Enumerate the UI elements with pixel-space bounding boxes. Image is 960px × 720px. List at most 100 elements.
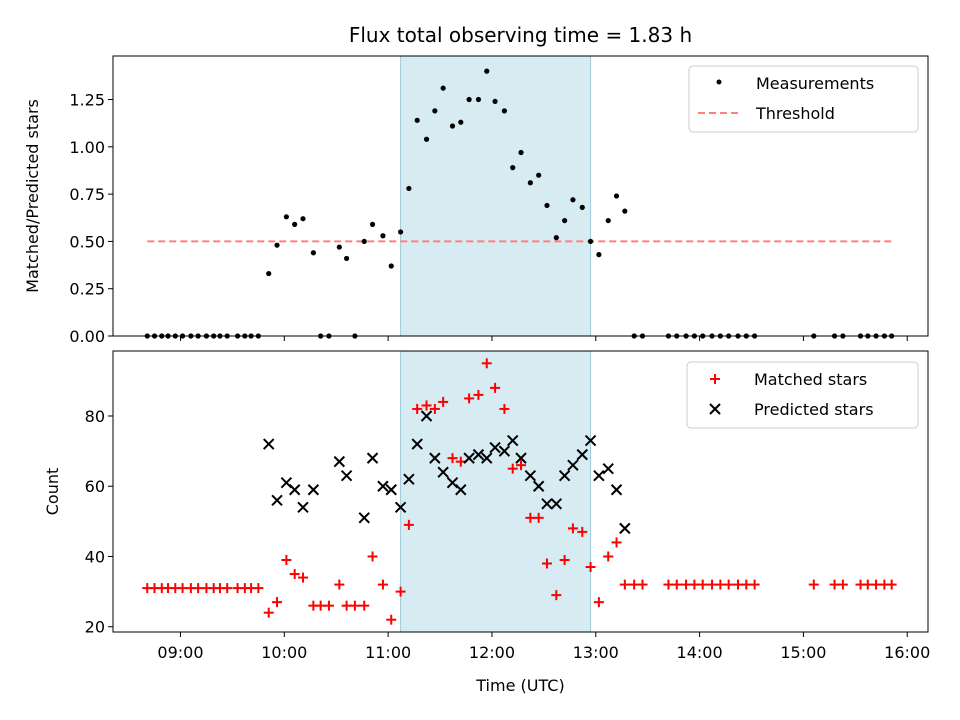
matched-star-point xyxy=(507,463,518,474)
y-tick-label: 0.75 xyxy=(69,185,105,204)
measurement-point xyxy=(292,221,298,227)
measurement-point xyxy=(527,180,533,186)
top-legend: Measurements Threshold xyxy=(688,65,919,133)
measurement-point xyxy=(475,96,482,103)
measurement-point xyxy=(283,214,289,220)
matched-star-point xyxy=(429,403,440,414)
y-tick-label: 80 xyxy=(85,407,105,426)
predicted-star-stroke xyxy=(263,438,275,450)
matched-star-point xyxy=(272,597,283,608)
measurement-point xyxy=(449,123,456,129)
matched-star-point xyxy=(359,600,370,611)
measurement-point xyxy=(553,235,559,241)
measurement-point xyxy=(343,255,350,262)
predicted-star-stroke xyxy=(550,498,563,510)
matched-star-point xyxy=(349,600,360,611)
x-tick-label: 13:00 xyxy=(573,643,619,662)
measurement-point xyxy=(266,270,272,277)
x-axis-label: Time (UTC) xyxy=(475,676,564,695)
predicted-star-stroke xyxy=(288,484,301,496)
predicted-star-stroke xyxy=(420,410,433,422)
matched-star-point xyxy=(808,579,819,590)
matched-star-point xyxy=(551,590,562,601)
matched-star-point xyxy=(455,456,466,467)
predicted-star-point xyxy=(263,438,275,450)
y-tick-label: 1.25 xyxy=(69,91,105,110)
predicted-stars-series xyxy=(263,410,631,535)
predicted-star-point xyxy=(297,501,309,514)
predicted-star-point xyxy=(498,445,511,457)
predicted-star-point xyxy=(481,452,493,464)
matched-stars-series xyxy=(142,358,897,625)
predicted-star-stroke xyxy=(455,484,467,496)
matched-star-point xyxy=(567,523,578,534)
predicted-star-stroke xyxy=(498,445,511,457)
predicted-star-point xyxy=(366,452,379,464)
bottom-plot-frame xyxy=(112,350,929,633)
predicted-star-stroke xyxy=(584,434,597,447)
predicted-star-point xyxy=(558,469,571,482)
measurement-point xyxy=(414,117,420,123)
bottom-y-axis-label: Count xyxy=(43,468,62,516)
predicted-star-stroke xyxy=(385,484,397,496)
matched-star-point xyxy=(723,579,734,590)
top-y-axis-label: Matched/Predicted stars xyxy=(23,99,42,293)
measurement-point xyxy=(369,221,376,227)
measurement-point xyxy=(544,202,550,209)
predicted-star-point xyxy=(610,484,623,496)
y-tick-label: 0.50 xyxy=(69,232,105,251)
matched-star-point xyxy=(334,579,345,590)
top-legend-box xyxy=(688,65,919,133)
top-plot-frame xyxy=(112,55,929,337)
predicted-star-stroke xyxy=(340,469,353,482)
predicted-star-stroke xyxy=(297,501,309,514)
predicted-star-point xyxy=(507,434,519,447)
x-tick-label: 12:00 xyxy=(469,643,515,662)
legend-threshold-label: Threshold xyxy=(755,104,835,123)
predicted-star-point xyxy=(429,452,441,464)
matched-star-point xyxy=(297,572,308,583)
legend-predicted-marker xyxy=(709,403,721,415)
predicted-star-point xyxy=(420,410,433,422)
predicted-star-stroke xyxy=(558,469,571,482)
measurement-point xyxy=(380,233,386,239)
measurement-point xyxy=(562,217,568,224)
bottom-panel: 20 40 60 80 09:00 10:00 11:00 12:00 13:00 14:00 1… xyxy=(43,350,930,695)
legend-predicted-label: Predicted stars xyxy=(754,400,874,419)
matched-star-point xyxy=(697,579,708,590)
measurement-point xyxy=(596,252,602,258)
measurement-point xyxy=(274,242,280,248)
predicted-star-stroke xyxy=(532,480,545,492)
predicted-star-point xyxy=(358,512,370,524)
predicted-star-point xyxy=(307,484,320,496)
top-panel: 0.00 0.25 0.50 0.75 1.00 1.25 Flux total obse… xyxy=(23,23,929,346)
predicted-star-point xyxy=(515,452,527,464)
predicted-star-stroke xyxy=(524,469,537,482)
predicted-star-stroke xyxy=(394,501,407,514)
measurement-point xyxy=(622,208,628,214)
matched-star-point xyxy=(289,569,300,580)
legend-matched-label: Matched stars xyxy=(754,370,867,389)
matched-star-point xyxy=(323,600,334,611)
predicted-star-stroke xyxy=(489,441,501,454)
predicted-star-stroke xyxy=(411,438,423,450)
measurement-point xyxy=(518,149,524,156)
y-tick-label: 60 xyxy=(85,477,105,496)
measurement-point xyxy=(536,172,542,178)
predicted-star-point xyxy=(584,434,597,447)
measurement-point xyxy=(397,229,404,235)
predicted-star-stroke xyxy=(446,477,459,489)
measurement-point xyxy=(510,165,516,171)
predicted-star-stroke xyxy=(403,473,415,485)
measurement-point xyxy=(484,68,490,74)
predicted-star-stroke xyxy=(593,469,605,482)
x-tick-label: 16:00 xyxy=(884,643,930,662)
x-tick-label: 10:00 xyxy=(261,643,307,662)
matched-star-point xyxy=(559,554,570,565)
matched-star-point xyxy=(464,393,475,404)
predicted-star-stroke xyxy=(307,484,320,496)
matched-star-point xyxy=(447,453,458,464)
legend-measurements-label: Measurements xyxy=(756,74,874,93)
matched-star-point xyxy=(516,460,527,471)
legend-measurements-marker xyxy=(716,79,722,85)
